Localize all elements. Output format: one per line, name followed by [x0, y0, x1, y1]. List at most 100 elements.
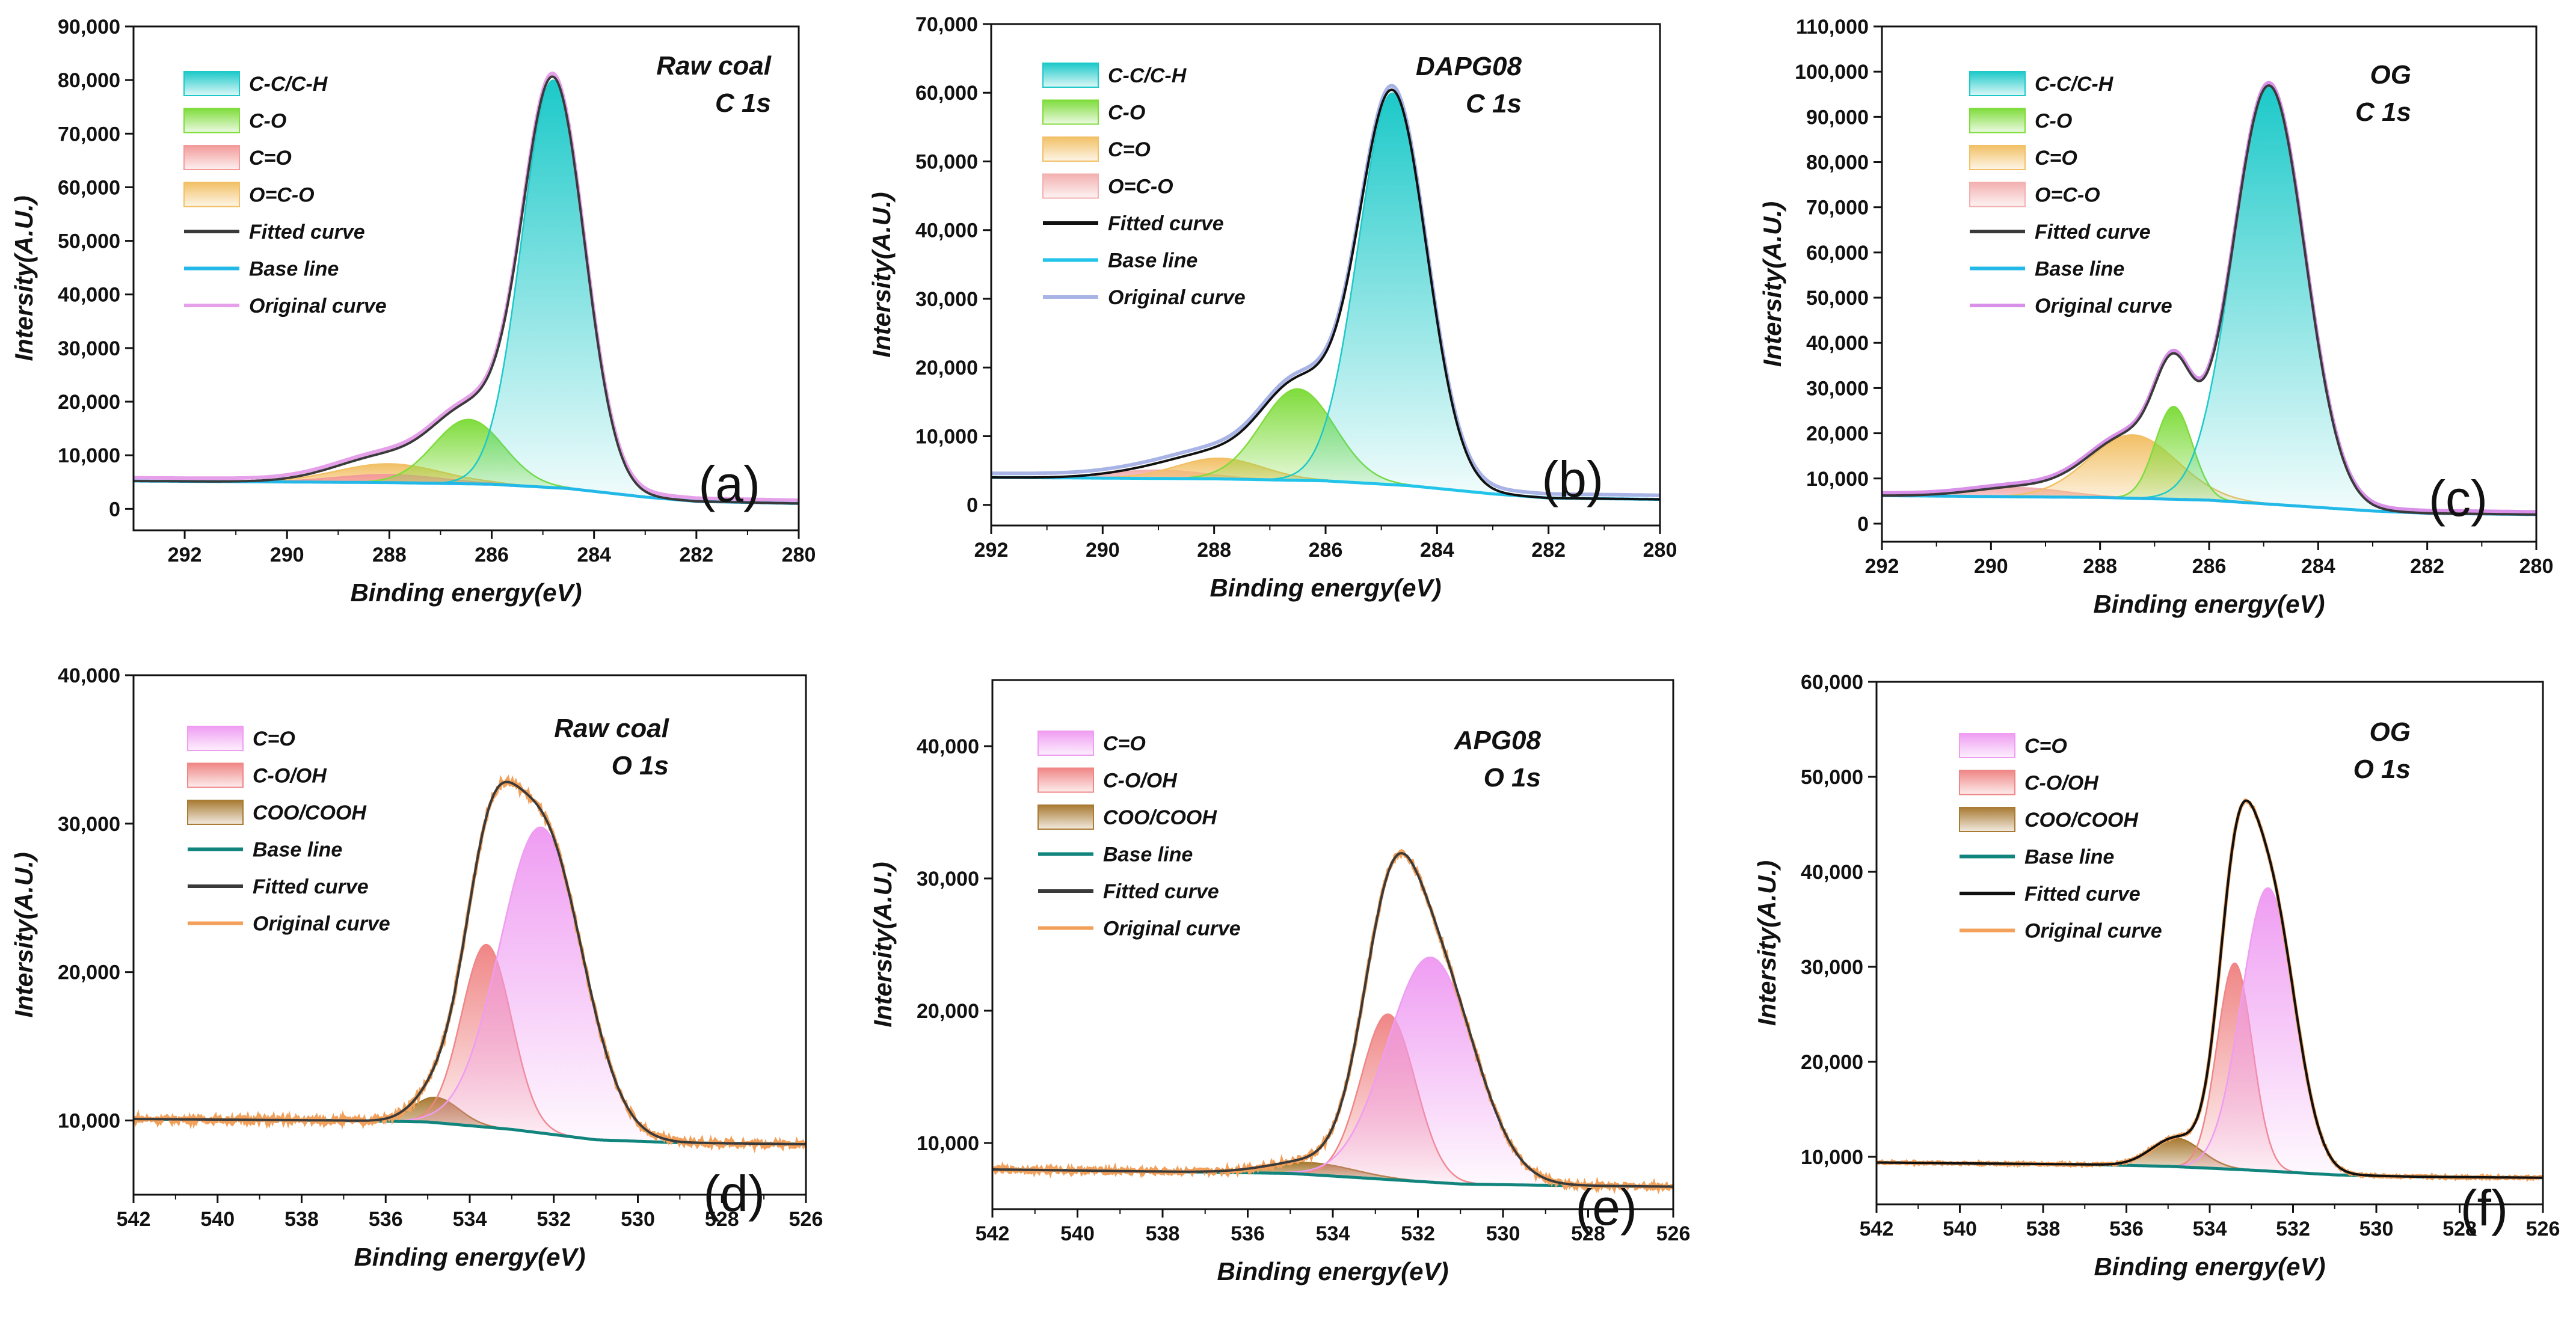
legend-label: C=O [249, 147, 292, 170]
legend-label: Fitted curve [2024, 883, 2141, 905]
fitted-curve-0 [134, 75, 799, 505]
legend-item: Base line [1043, 250, 1197, 272]
y-tick-label: 60,000 [1801, 671, 1863, 694]
legend-label: C-O/OH [253, 765, 327, 788]
x-tick-label: 536 [2109, 1218, 2144, 1240]
y-tick-label: 60,000 [915, 82, 978, 105]
legend-swatch [1969, 108, 2026, 133]
x-tick-label: 292 [974, 539, 1009, 562]
y-tick-label: 40,000 [917, 735, 979, 758]
legend-swatch [1037, 731, 1094, 756]
y-tick-label: 40,000 [1801, 861, 1863, 884]
x-tick-label: 282 [1531, 539, 1566, 562]
x-axis-title: Binding energy(eV) [1217, 1257, 1448, 1285]
legend-item: Base line [1970, 258, 2124, 281]
plot-area-1 [991, 84, 1660, 501]
legend-item: Fitted curve [188, 875, 369, 898]
original-curve-4 [992, 848, 1673, 1195]
legend-label: C-O/OH [1103, 770, 1178, 792]
legend-label: Fitted curve [1103, 880, 1219, 903]
y-tick-label: 40,000 [915, 219, 978, 242]
legend-label: O=C-O [1108, 176, 1173, 198]
legend-label: Base line [1108, 250, 1197, 272]
x-tick-label: 542 [976, 1222, 1010, 1245]
legend-swatch [1969, 182, 2026, 207]
legend-label: Fitted curve [1108, 212, 1224, 235]
x-tick-label: 282 [2410, 555, 2444, 578]
sample-tag-line: APG08 [1454, 726, 1542, 755]
legend-label: Original curve [253, 913, 390, 936]
legend-item: C-O [183, 108, 286, 133]
legend-item: Original curve [1960, 920, 2162, 943]
y-tick-label: 20,000 [1801, 1051, 1863, 1074]
legend-swatch [187, 800, 244, 825]
panel-letter: (e) [1575, 1179, 1637, 1236]
sample-tag-line: C 1s [2355, 97, 2411, 127]
legend-label: C=O [253, 728, 295, 750]
y-tick-label: 50,000 [1806, 287, 1869, 310]
y-axis-title: Intersity(A.U.) [1758, 201, 1786, 367]
legend-label: C-O [2035, 110, 2072, 133]
legend-item: C=O [1037, 731, 1146, 756]
x-tick-label: 526 [2526, 1218, 2560, 1240]
legend-item: O=C-O [1042, 173, 1173, 199]
x-tick-label: 538 [2026, 1218, 2061, 1240]
y-tick-label: 70,000 [58, 123, 120, 146]
chart-panel-1: 292 290 288 286 284 282 280 0 10,000 20,000 30,000… [867, 13, 1677, 602]
x-tick-label: 540 [1060, 1222, 1095, 1245]
legend-item: COO/COOH [1037, 804, 1217, 830]
y-tick-label: 20,000 [917, 1000, 979, 1023]
legend-label: Original curve [1108, 286, 1246, 309]
panel-letter: (f) [2461, 1180, 2508, 1236]
x-tick-label: 286 [475, 544, 509, 566]
legend-swatch [1959, 807, 2015, 832]
legend-swatch [183, 182, 240, 207]
y-tick-label: 100,000 [1795, 61, 1869, 84]
legend-label: C=O [2024, 735, 2067, 758]
sample-tag-line: C 1s [1466, 89, 1522, 118]
plot-area-4 [992, 848, 1673, 1195]
y-tick-label: 30,000 [58, 813, 120, 836]
x-tick-label: 282 [679, 544, 713, 566]
legend-item: O=C-O [1969, 182, 2100, 207]
peak-c-o-4 [992, 956, 1673, 1187]
x-tick-label: 528 [705, 1208, 739, 1231]
x-tick-label: 536 [1231, 1222, 1265, 1245]
legend-item: COO/COOH [187, 800, 367, 825]
y-tick-label: 70,000 [1806, 197, 1869, 219]
legend-swatch [1959, 770, 2015, 795]
panel-letter: (d) [703, 1165, 765, 1222]
original-curve-0 [134, 72, 799, 503]
x-tick-label: 528 [2442, 1218, 2477, 1240]
x-tick-label: 530 [621, 1208, 655, 1231]
legend-item: Original curve [1970, 295, 2172, 317]
legend-swatch [1037, 767, 1094, 793]
legend-swatch [1969, 145, 2026, 170]
plot-frame-0 [132, 25, 800, 532]
legend-label: C-C/C-H [1108, 64, 1187, 87]
sample-tag-line: DAPG08 [1416, 52, 1522, 81]
legend-item: C-C/C-H [183, 71, 328, 96]
legend-item: C-O/OH [1959, 770, 2099, 795]
y-tick-label: 60,000 [1806, 242, 1869, 265]
legend-2: C-C/C-H C-O C=O O=C-O Fitted curve Base line O… [1969, 71, 2172, 317]
legend-item: Base line [1038, 844, 1193, 866]
panel-letter: (c) [2429, 470, 2488, 527]
y-tick-label: 20,000 [58, 391, 120, 414]
y-tick-label: 50,000 [1801, 766, 1863, 789]
legend-label: Base line [249, 258, 339, 281]
y-tick-label: 90,000 [1806, 106, 1869, 129]
y-tick-label: 80,000 [1806, 152, 1869, 174]
x-axis-title: Binding energy(eV) [350, 578, 582, 607]
sample-tag-line: C 1s [715, 88, 771, 118]
x-tick-label: 542 [117, 1208, 151, 1231]
y-tick-label: 10,000 [58, 444, 120, 467]
x-tick-label: 284 [2301, 555, 2335, 578]
sample-tag-line: OG [2370, 717, 2411, 747]
sample-tag-line: O 1s [612, 751, 669, 780]
legend-label: C-C/C-H [2035, 73, 2114, 96]
legend-label: C-C/C-H [249, 73, 328, 96]
legend-swatch [1037, 804, 1094, 830]
original-curve-1 [991, 84, 1660, 497]
legend-item: Base line [188, 839, 342, 862]
